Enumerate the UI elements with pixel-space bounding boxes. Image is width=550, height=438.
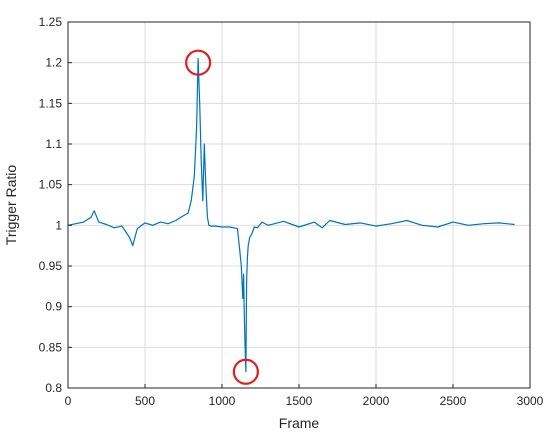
annotations (185, 49, 259, 385)
x-tick-label: 3000 (517, 394, 544, 408)
ticks: 0 500 1000 1500 2000 2500 3000 0.8 0.85 0.9 0.95 1 1… (39, 15, 544, 408)
x-tick-label: 500 (135, 394, 155, 408)
y-tick-label: 1.1 (45, 137, 62, 151)
x-axis-label: Frame (279, 415, 320, 431)
x-tick-label: 0 (65, 394, 72, 408)
x-tick-label: 2500 (440, 394, 467, 408)
series-layer (67, 57, 515, 373)
highlight-circle (232, 358, 259, 385)
y-tick-label: 1.25 (39, 15, 63, 29)
y-tick-label: 1.15 (39, 96, 63, 110)
y-tick-label: 0.9 (45, 300, 62, 314)
y-tick-label: 0.95 (39, 259, 63, 273)
x-tick-label: 2000 (363, 394, 390, 408)
x-tick-label: 1000 (209, 394, 236, 408)
highlight-circle (185, 49, 212, 76)
x-tick-label: 1500 (286, 394, 313, 408)
y-tick-label: 1.2 (45, 56, 62, 70)
y-tick-label: 0.8 (45, 381, 62, 395)
y-tick-label: 0.85 (39, 340, 63, 354)
series-line (67, 57, 515, 373)
y-axis-label: Trigger Ratio (3, 165, 19, 246)
y-tick-label: 1 (55, 218, 62, 232)
y-tick-label: 1.05 (39, 178, 63, 192)
